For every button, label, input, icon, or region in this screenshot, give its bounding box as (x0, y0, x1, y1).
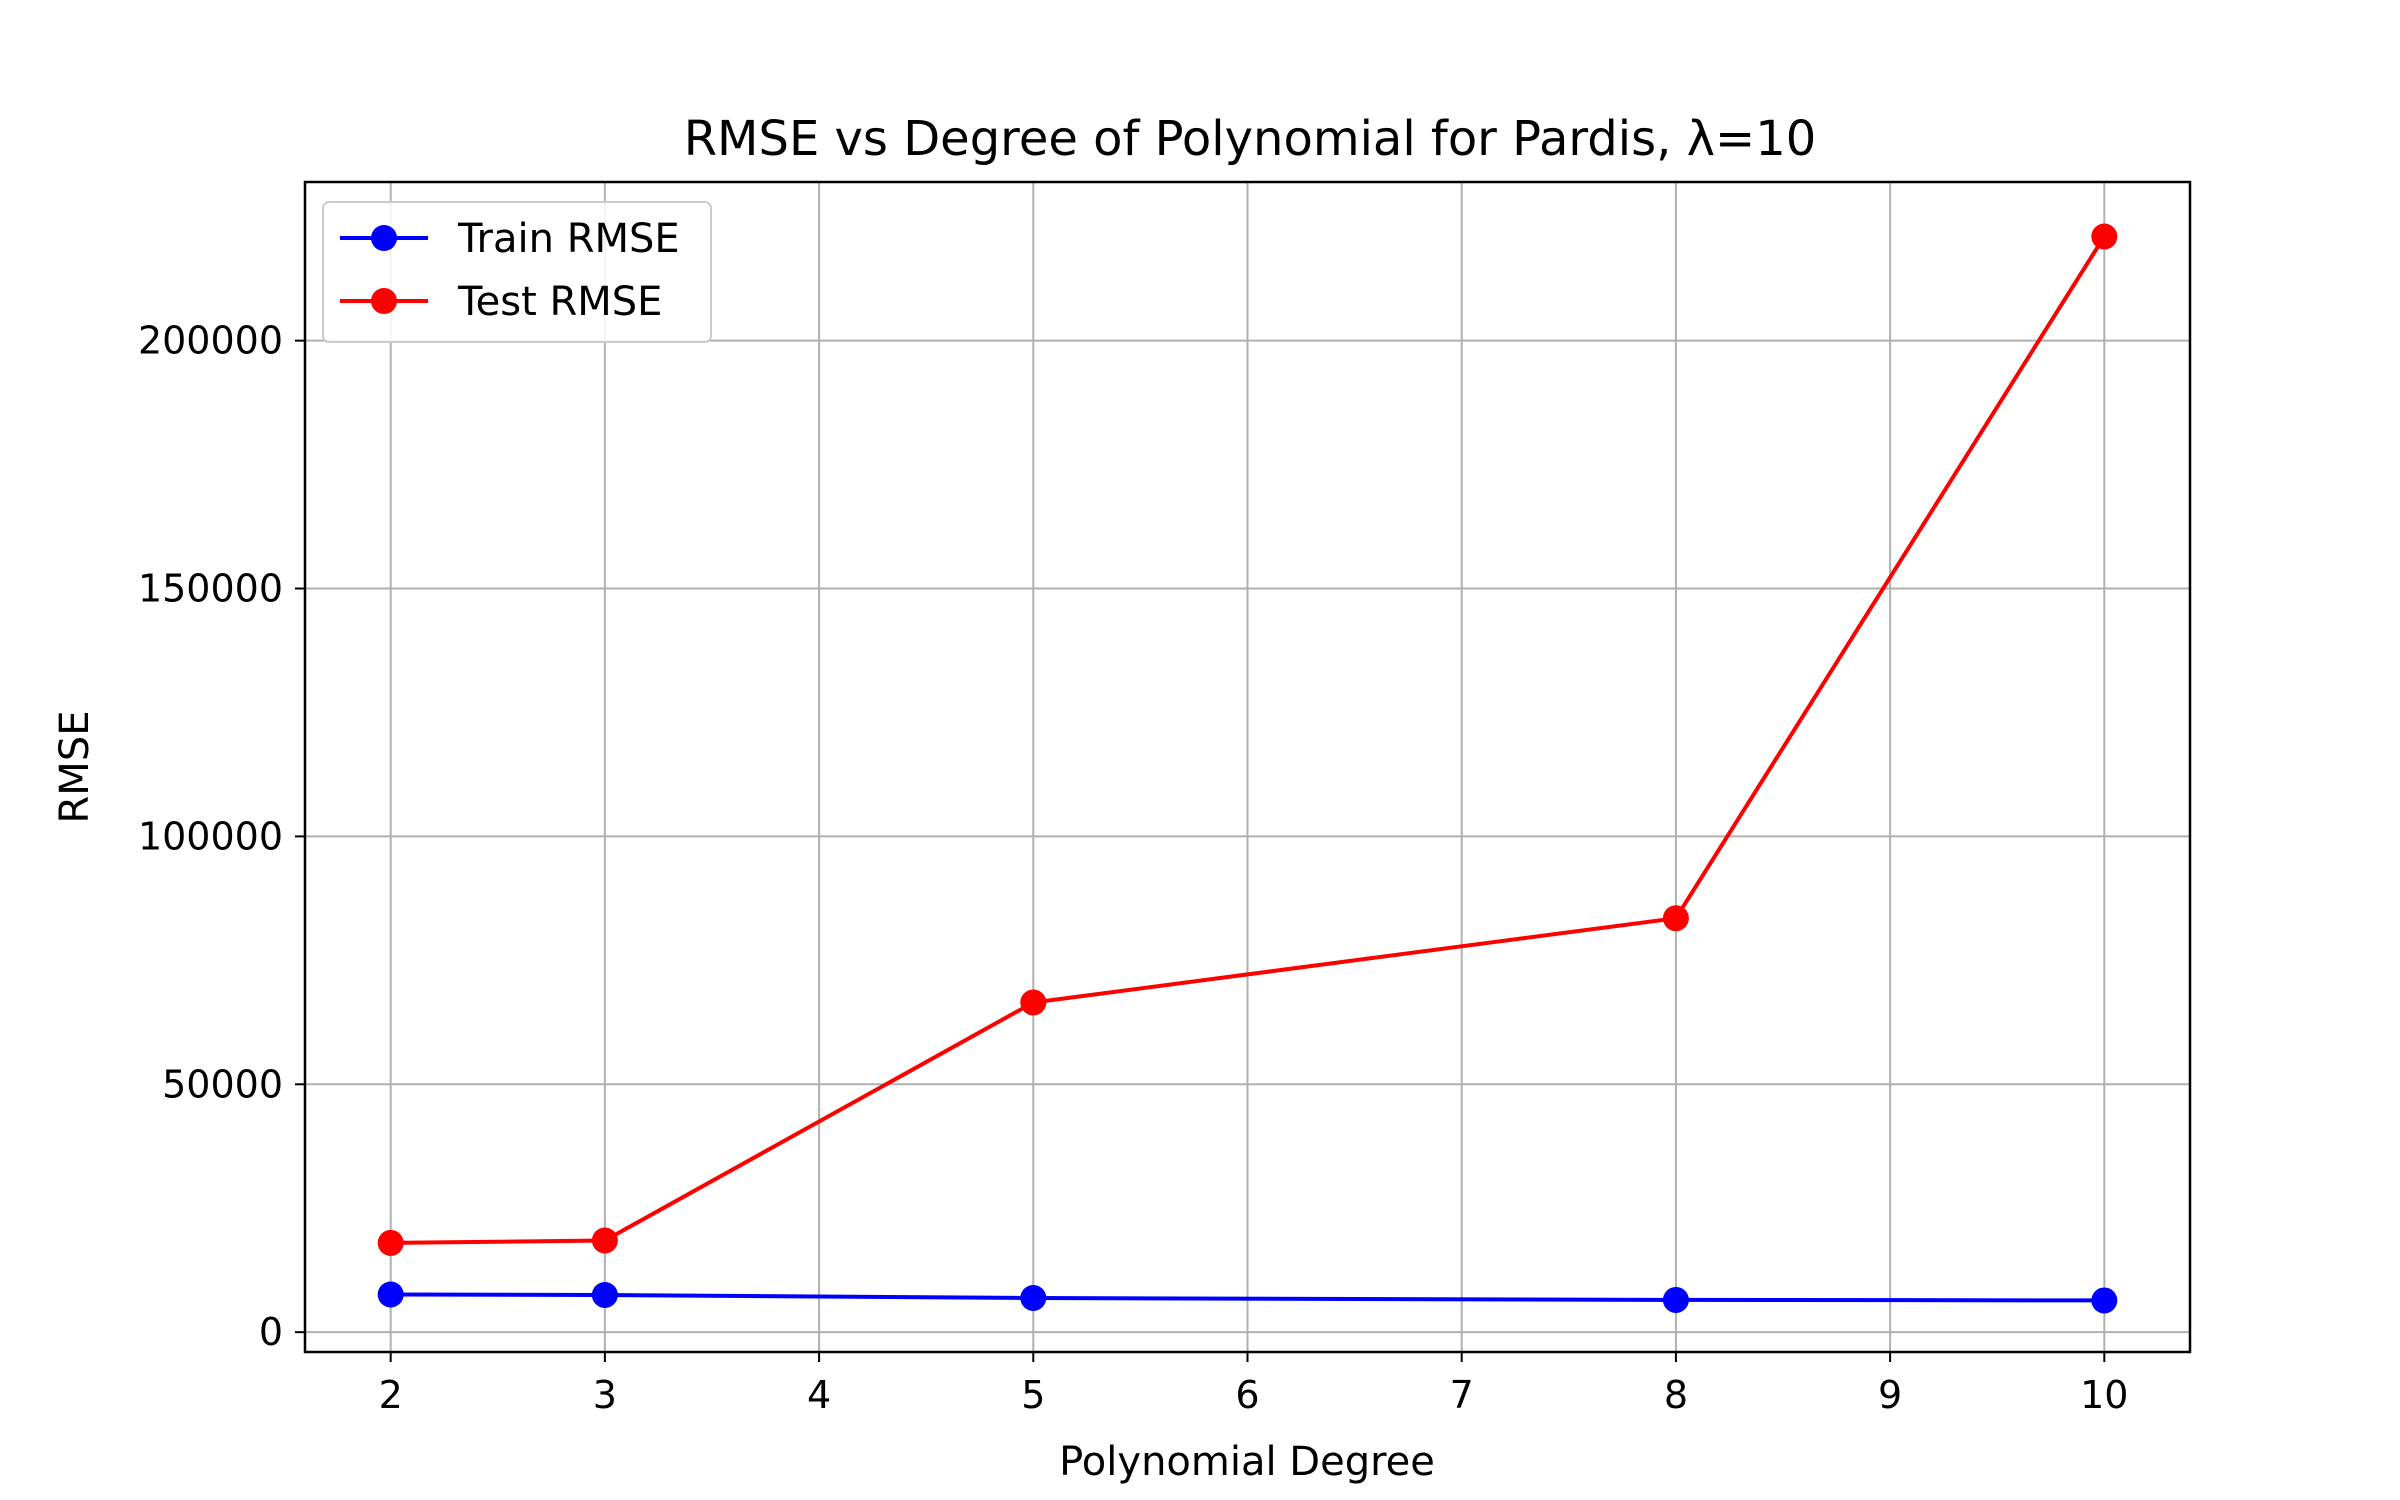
train-rmse-point (2091, 1287, 2118, 1314)
legend: Train RMSE Test RMSE (322, 201, 712, 343)
legend-entries: Train RMSE Test RMSE (340, 216, 680, 325)
y-tick-label: 200000 (138, 319, 283, 363)
x-tick-label: 10 (2080, 1373, 2128, 1417)
test-rmse-point (1020, 989, 1047, 1016)
test-rmse-point (377, 1229, 404, 1256)
x-tick-label: 3 (593, 1373, 617, 1417)
x-tick-label: 2 (379, 1373, 403, 1417)
x-tick-label: 7 (1450, 1373, 1474, 1417)
legend-label-test-rmse: Test RMSE (457, 279, 662, 325)
test-rmse-point (2091, 223, 2118, 250)
train-rmse-point (377, 1281, 404, 1308)
series-points (377, 223, 2118, 1314)
y-tick-label: 100000 (138, 814, 283, 858)
train-rmse-point (1662, 1286, 1689, 1313)
y-axis-ticks: 0 50000 100000 150000 200000 (138, 319, 305, 1354)
x-tick-label: 8 (1664, 1373, 1688, 1417)
x-tick-label: 9 (1878, 1373, 1902, 1417)
test-rmse-point (591, 1227, 618, 1254)
grid (305, 182, 2190, 1352)
x-axis-ticks: 2 3 4 5 6 7 8 9 10 (379, 1352, 2128, 1417)
y-tick-label: 150000 (138, 567, 283, 611)
y-axis-label: RMSE (52, 711, 98, 824)
legend-marker-train-rmse (371, 225, 397, 251)
x-tick-label: 6 (1235, 1373, 1259, 1417)
x-tick-label: 4 (807, 1373, 831, 1417)
legend-marker-test-rmse (371, 288, 397, 314)
x-axis-label: Polynomial Degree (1059, 1439, 1435, 1485)
train-rmse-point (591, 1281, 618, 1308)
y-tick-label: 50000 (162, 1062, 283, 1106)
y-tick-label: 0 (259, 1310, 283, 1354)
x-tick-label: 5 (1021, 1373, 1045, 1417)
train-rmse-point (1020, 1284, 1047, 1311)
test-rmse-point (1662, 905, 1689, 932)
legend-label-train-rmse: Train RMSE (457, 216, 680, 262)
chart-title: RMSE vs Degree of Polynomial for Pardis,… (684, 111, 1817, 167)
